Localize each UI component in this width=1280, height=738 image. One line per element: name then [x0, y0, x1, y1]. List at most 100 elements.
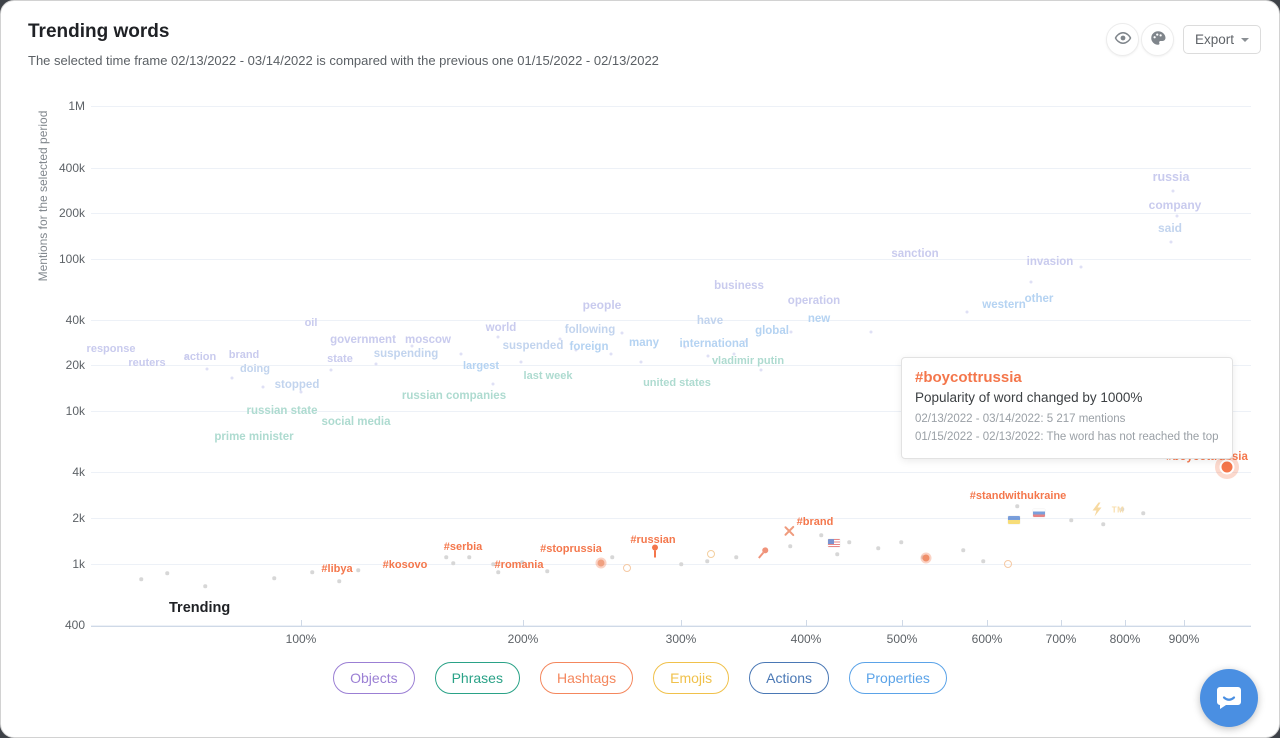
word-label[interactable]: russian state — [246, 405, 318, 417]
word-label[interactable]: have — [696, 315, 724, 327]
word-label[interactable]: largest — [462, 360, 500, 372]
hashtag-label[interactable]: #standwithukraine — [969, 490, 1067, 502]
pushpin-marker — [757, 546, 770, 560]
hashtag-label[interactable]: #brand — [796, 516, 834, 528]
word-label[interactable]: said — [1157, 221, 1183, 235]
page-title: Trending words — [28, 21, 170, 42]
word-label[interactable]: state — [327, 353, 353, 365]
export-button[interactable]: Export — [1183, 25, 1262, 54]
scatter-dot — [789, 330, 793, 334]
word-label[interactable]: prime minister — [214, 431, 294, 443]
gridline — [91, 564, 1251, 565]
word-label[interactable]: vladimir putin — [711, 355, 785, 367]
word-label[interactable]: people — [582, 298, 622, 312]
word-label[interactable]: suspending — [373, 348, 439, 360]
scatter-dot — [819, 533, 823, 537]
tooltip-current-period: 02/13/2022 - 03/14/2022: 5 217 mentions — [915, 413, 1126, 425]
chevron-down-icon — [1241, 37, 1250, 42]
x-axis-tick-label: 700% — [1045, 632, 1077, 646]
word-label[interactable]: reuters — [128, 357, 166, 369]
hashtag-label[interactable]: #romania — [494, 559, 544, 571]
word-label[interactable]: world — [485, 322, 517, 334]
scatter-dot — [869, 330, 873, 334]
word-label[interactable]: sanction — [891, 248, 939, 260]
word-label[interactable]: suspended — [502, 340, 564, 352]
legend-toggle-phrases[interactable]: Phrases — [434, 662, 520, 694]
scatter-dot — [491, 382, 495, 386]
word-label[interactable]: brand — [228, 349, 260, 361]
scatter-dot — [230, 376, 234, 380]
x-axis-tick — [806, 620, 807, 626]
word-label[interactable]: oil — [304, 317, 318, 329]
legend-toggle-objects[interactable]: Objects — [333, 662, 415, 694]
hashtag-label[interactable]: #kosovo — [382, 559, 428, 571]
flag-ua-emoji-marker — [1008, 516, 1020, 524]
x-axis-tick-label: 200% — [507, 632, 539, 646]
word-label[interactable]: other — [1024, 293, 1054, 305]
palette-icon — [1149, 29, 1167, 50]
hashtag-label[interactable]: #libya — [321, 563, 353, 575]
word-label[interactable]: international — [679, 338, 749, 350]
legend-toggle-hashtags[interactable]: Hashtags — [539, 662, 634, 694]
word-label[interactable]: action — [183, 351, 217, 363]
word-label[interactable]: invasion — [1026, 256, 1074, 268]
scatter-dot — [876, 546, 880, 550]
y-axis-tick-label: 40k — [65, 313, 85, 327]
word-label[interactable]: moscow — [404, 334, 452, 346]
scatter-dot — [610, 555, 614, 559]
scatter-dot — [965, 310, 969, 314]
scatter-dot — [410, 344, 414, 348]
export-button-label: Export — [1195, 32, 1235, 47]
word-label[interactable]: doing — [240, 363, 270, 375]
word-label[interactable]: social media — [321, 416, 391, 428]
x-axis-line — [91, 626, 1251, 627]
word-label[interactable]: russian companies — [401, 390, 507, 402]
word-label[interactable]: operation — [787, 295, 841, 307]
word-label[interactable]: government — [330, 334, 396, 346]
view-settings-button[interactable] — [1106, 23, 1139, 56]
scatter-dot — [545, 569, 549, 573]
word-label[interactable]: company — [1148, 198, 1202, 212]
highlighted-point[interactable] — [1219, 459, 1235, 475]
legend-toggle-emojis[interactable]: Emojis — [653, 662, 730, 694]
scatter-dot — [609, 352, 613, 356]
scatter-dot — [356, 568, 360, 572]
word-label[interactable]: western — [982, 299, 1026, 311]
scatter-dot — [1029, 280, 1033, 284]
word-label[interactable]: many — [628, 337, 660, 349]
gridline — [91, 168, 1251, 169]
flag-us-emoji-marker — [828, 539, 840, 547]
scatter-dot — [1101, 522, 1105, 526]
scatter-dot — [744, 339, 748, 343]
word-label[interactable]: global — [755, 325, 789, 337]
color-palette-button[interactable] — [1141, 23, 1174, 56]
flower-emoji-marker — [922, 554, 930, 562]
flag-ru-emoji-marker — [1033, 509, 1045, 517]
word-label[interactable]: following — [564, 324, 616, 336]
x-axis-tick — [902, 620, 903, 626]
scatter-dot — [261, 385, 265, 389]
scatter-dot — [1169, 240, 1173, 244]
word-label[interactable]: new — [807, 313, 831, 325]
trademark-emoji-marker: TM — [1111, 505, 1125, 515]
word-label[interactable]: business — [714, 280, 764, 292]
hashtag-label[interactable]: #russian — [630, 534, 676, 546]
chat-launcher-button[interactable] — [1200, 669, 1258, 727]
word-label[interactable]: russia — [1152, 170, 1190, 184]
eye-icon — [1114, 29, 1132, 50]
hashtag-label[interactable]: #serbia — [443, 541, 483, 553]
word-label[interactable]: united states — [643, 377, 711, 389]
word-label[interactable]: last week — [523, 370, 573, 382]
scatter-dot — [337, 579, 341, 583]
word-label[interactable]: response — [86, 343, 136, 355]
scatter-dot — [374, 362, 378, 366]
x-axis-tick — [523, 620, 524, 626]
legend-toggle-properties[interactable]: Properties — [849, 662, 947, 694]
legend-toggle-actions[interactable]: Actions — [749, 662, 830, 694]
word-label[interactable]: stopped — [274, 379, 320, 391]
scatter-dot — [310, 570, 314, 574]
x-axis-tick — [1125, 620, 1126, 626]
x-axis-tick — [987, 620, 988, 626]
hashtag-label[interactable]: #stoprussia — [540, 543, 602, 555]
word-label[interactable]: foreign — [569, 341, 609, 353]
